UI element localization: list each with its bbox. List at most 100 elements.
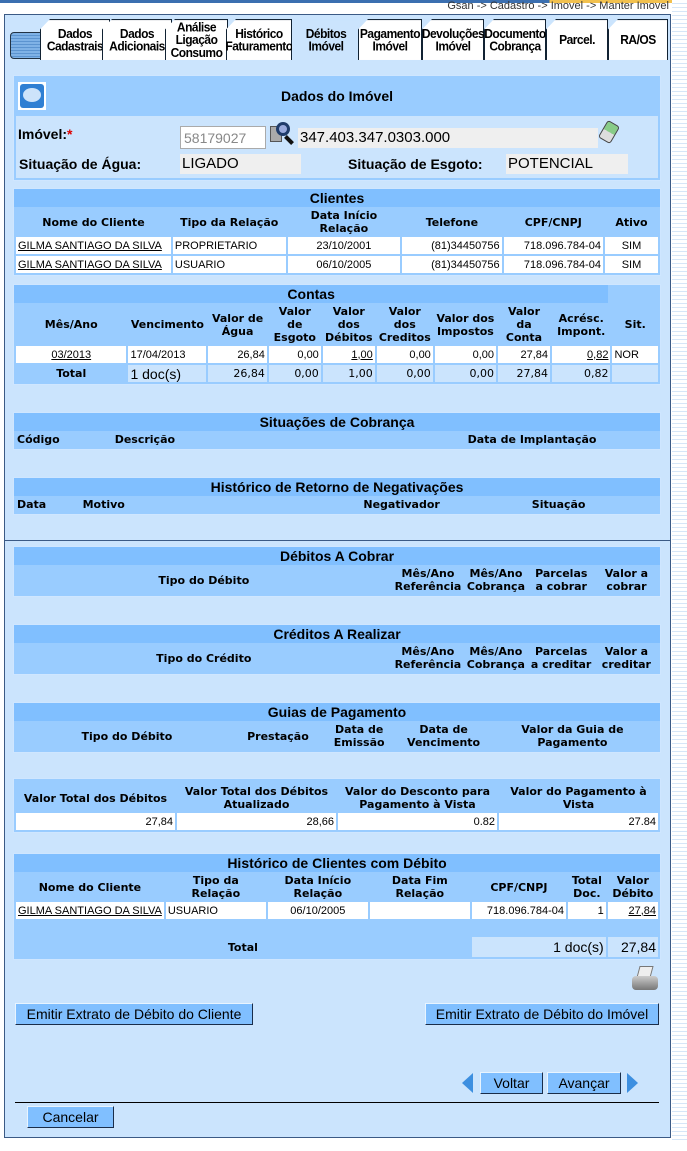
clientes-table: Nome do Cliente Tipo da Relação Data Iníci…: [14, 207, 660, 275]
creditos-section: Créditos A Realizar Tipo do Crédito Mês/An…: [13, 624, 661, 675]
arrow-left-icon[interactable]: [462, 1073, 473, 1093]
table-cell: 23/10/2001: [287, 237, 401, 254]
column-header: Mês/Ano Referência: [394, 645, 462, 671]
total-cell: 0,82: [551, 365, 611, 382]
column-header: Mês/Ano Cobrança: [466, 645, 525, 671]
column-header: Tipo do Débito: [158, 573, 250, 587]
header-row: Nome do Cliente Tipo da Relação Data Iníci…: [16, 209, 658, 235]
cancelar-button[interactable]: Cancelar: [27, 1106, 114, 1128]
tab-dados-adicionais[interactable]: Dados Adicionais: [102, 19, 172, 60]
tab-d-bitos-im-vel[interactable]: Débitos Imóvel: [292, 19, 360, 60]
table-row: GILMA SANTIAGO DA SILVA USUARIO 06/10/2005…: [16, 256, 658, 273]
header-row: Código Descrição Data de Implantação: [16, 433, 658, 446]
agua-value: LIGADO: [180, 154, 301, 174]
column-header: Mês/Ano Cobrança: [466, 567, 526, 593]
column-header: Valor Débito: [612, 874, 654, 900]
tab-an-lise-liga-o-consumo[interactable]: Análise Ligação Consumo: [165, 19, 228, 60]
header-row: Tipo do Débito Mês/Ano Referência Mês/Ano …: [16, 567, 658, 593]
column-header: Data Fim Relação: [391, 874, 448, 900]
chat-icon[interactable]: [18, 82, 46, 110]
cell-link[interactable]: 1,00: [322, 346, 375, 363]
negativacoes-section: Histórico de Retorno de Negativações Data…: [13, 477, 661, 515]
table-cell: 0,00: [434, 346, 497, 363]
negativacoes-table: Data Motivo Negativador Situação: [14, 496, 660, 513]
column-header: Sit.: [624, 318, 646, 331]
table-cell: (81)34450756: [402, 256, 502, 273]
column-header: Vencimento: [130, 318, 204, 331]
total-cell: 27,84: [498, 365, 550, 382]
tab-parcel-[interactable]: Parcel.: [546, 19, 608, 60]
cell-link[interactable]: 0,82: [551, 346, 611, 363]
table-cell: 27,84: [16, 813, 175, 830]
table-cell: 1: [568, 902, 606, 919]
emitir-extrato-imovel-button[interactable]: Emitir Extrato de Débito do Imóvel: [425, 1003, 659, 1025]
situacoes-table: Código Descrição Data de Implantação: [14, 431, 660, 448]
column-header: Situação: [531, 498, 586, 511]
cell-link[interactable]: GILMA SANTIAGO DA SILVA: [16, 256, 171, 273]
column-header: Tipo do Crédito: [156, 651, 252, 665]
section-title: Guias de Pagamento: [14, 703, 660, 721]
total-cell: 0,00: [268, 365, 321, 382]
column-header: Nome do Cliente: [42, 215, 145, 229]
table-cell: 0,00: [376, 346, 433, 363]
column-header: Valor do Pagamento à Vista: [510, 785, 647, 811]
total-docs: 1 doc(s): [471, 937, 606, 957]
avancar-button[interactable]: Avançar: [547, 1072, 621, 1094]
table-cell: 0,00: [268, 346, 321, 363]
agua-label: Situação de Água:: [19, 156, 142, 172]
section-title: Histórico de Retorno de Negativações: [14, 478, 660, 496]
column-header: Data: [17, 498, 47, 511]
column-header: Tipo da Relação: [180, 215, 279, 229]
column-header: CPF/CNPJ: [524, 215, 582, 229]
voltar-button[interactable]: Voltar: [480, 1072, 543, 1094]
cell-link[interactable]: GILMA SANTIAGO DA SILVA: [16, 237, 171, 254]
tab-hist-rico-faturamento[interactable]: Histórico Faturamento: [226, 19, 292, 60]
table-row: GILMA SANTIAGO DA SILVA PROPRIETARIO 23/10…: [16, 237, 658, 254]
tab-devolu-es-im-vel[interactable]: Devoluções Imóvel: [422, 19, 484, 60]
table-cell: 0.82: [338, 813, 497, 830]
section-title: Situações de Cobrança: [14, 413, 660, 431]
header-row: Tipo do Crédito Mês/Ano Referência Mês/Ano…: [16, 645, 658, 671]
table-cell: (81)34450756: [402, 237, 502, 254]
tab-dados-cadastrais[interactable]: Dados Cadastrais: [40, 19, 110, 60]
column-header: Data Início Relação: [310, 209, 378, 235]
column-header: Valor Total dos Débitos Atualizado: [184, 785, 329, 811]
table-cell: USUARIO: [165, 902, 266, 919]
total-cell: 26,84: [208, 365, 267, 382]
tab-pagamento-im-vel[interactable]: Pagamento Imóvel: [358, 19, 422, 60]
debitos-table: Tipo do Débito Mês/Ano Referência Mês/Ano …: [14, 565, 660, 595]
totais-section: Valor Total dos Débitos Valor Total dos D…: [13, 778, 661, 833]
column-header: Nome do Cliente: [38, 880, 142, 894]
column-header: Data de Implantação: [467, 433, 597, 446]
table-cell: 06/10/2005: [287, 256, 401, 273]
column-header: Valor dos Creditos: [378, 305, 431, 344]
cell-link[interactable]: GILMA SANTIAGO DA SILVA: [16, 902, 164, 919]
emitir-extrato-cliente-button[interactable]: Emitir Extrato de Débito do Cliente: [15, 1003, 253, 1025]
table-cell: 17/04/2013: [128, 346, 207, 363]
section-title: Clientes: [14, 189, 660, 207]
tab-documento-cobran-a[interactable]: Documento Cobrança: [484, 19, 546, 60]
section-title: Débitos A Cobrar: [14, 547, 660, 565]
column-header: Valor dos Impostos: [436, 311, 495, 338]
table-cell: 27,84: [498, 346, 550, 363]
matricula-input[interactable]: [180, 126, 266, 149]
total-cell: [612, 365, 658, 382]
table-cell: 718.096.784-04: [503, 256, 603, 273]
total-valor: 27,84: [607, 937, 658, 957]
contas-table: Mês/Ano Vencimento Valor de Água Valor de E…: [14, 303, 660, 384]
search-icon[interactable]: [270, 122, 294, 146]
column-header: Valor de Esgoto: [273, 305, 316, 344]
table-cell: NOR: [612, 346, 658, 363]
cell-link[interactable]: 03/2013: [16, 346, 127, 363]
table-cell: 718.096.784-04: [471, 902, 566, 919]
header-row: Tipo do Débito Prestação Data de Emissão Da…: [16, 723, 658, 749]
printer-icon[interactable]: [632, 966, 658, 992]
cell-link[interactable]: 27,84: [607, 902, 658, 919]
table-cell: 06/10/2005: [267, 902, 368, 919]
column-header: Prestação: [247, 729, 309, 743]
creditos-table: Tipo do Crédito Mês/Ano Referência Mês/Ano…: [14, 643, 660, 673]
contas-section: Contas Mês/Ano Vencimento Valor de Água Valo…: [13, 284, 661, 385]
arrow-right-icon[interactable]: [627, 1073, 638, 1093]
tab-ra-os[interactable]: RA/OS: [608, 19, 668, 60]
breadcrumb: Gsan -> Cadastro -> Imovel -> Manter Imo…: [447, 0, 669, 12]
